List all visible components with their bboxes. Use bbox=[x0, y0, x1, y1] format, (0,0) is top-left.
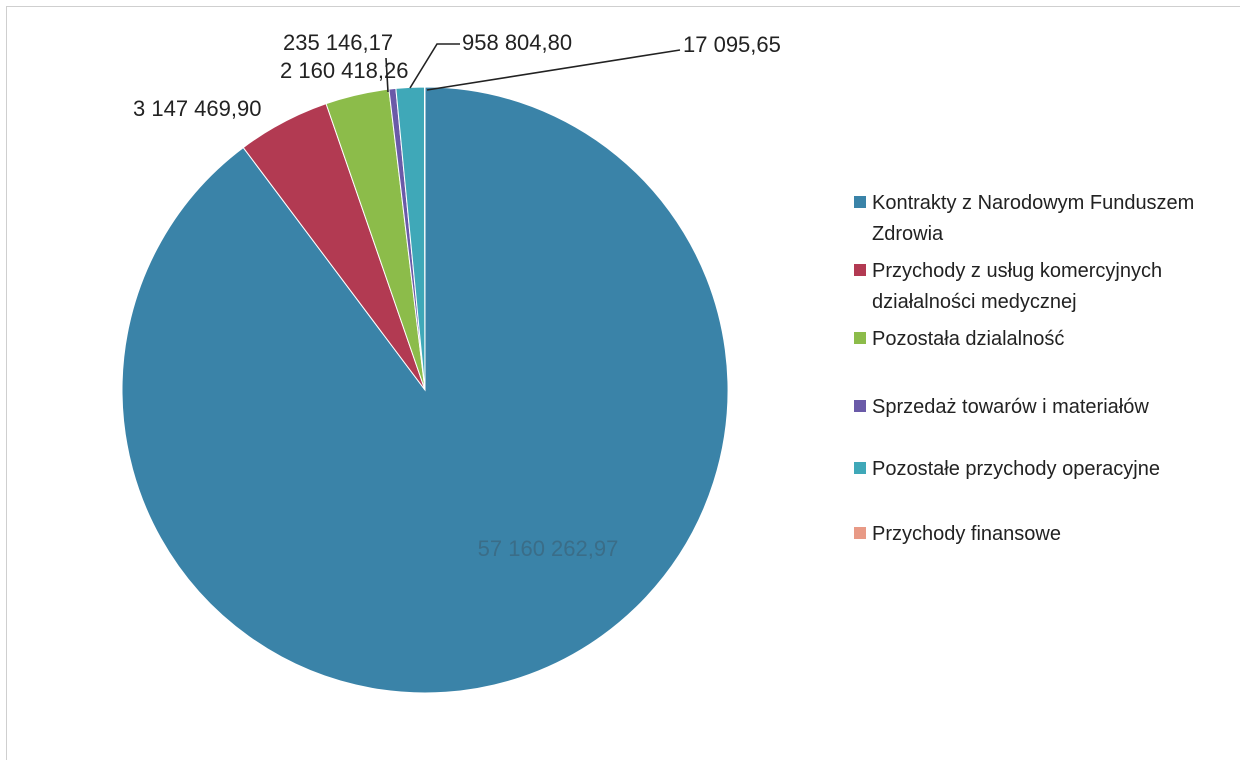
label-financial: 17 095,65 bbox=[683, 32, 781, 57]
legend-label: Pozostałe przychody operacyjne bbox=[872, 458, 1160, 480]
legend-swatch bbox=[854, 462, 866, 474]
legend-item-sales-goods: Sprzedaż towarów i materiałów bbox=[854, 392, 1222, 423]
legend-item-other-operating: Pozostałe przychody operacyjne bbox=[854, 454, 1222, 485]
legend-label: Pozostała dzialalność bbox=[872, 328, 1065, 350]
legend-item-nfz-contracts: Kontrakty z Narodowym Funduszem Zdrowia bbox=[854, 188, 1222, 250]
label-commercial-services: 3 147 469,90 bbox=[133, 96, 261, 121]
leader-line bbox=[426, 49, 681, 91]
slice-financial bbox=[423, 86, 426, 391]
legend-label: Kontrakty z Narodowym Funduszem Zdrowia bbox=[872, 192, 1195, 245]
legend-swatch bbox=[854, 196, 866, 208]
legend-item-financial: Przychody finansowe bbox=[854, 519, 1222, 550]
label-sales-goods: 235 146,17 bbox=[283, 30, 393, 55]
legend-label: Sprzedaż towarów i materiałów bbox=[872, 396, 1149, 418]
label-nfz-contracts: 57 160 262,97 bbox=[478, 536, 619, 561]
legend-swatch bbox=[854, 527, 866, 539]
legend-swatch bbox=[854, 332, 866, 344]
label-other-activity: 2 160 418,26 bbox=[280, 58, 408, 83]
legend-label: Przychody z usług komercyjnych działalno… bbox=[872, 260, 1163, 313]
label-other-operating: 958 804,80 bbox=[462, 30, 572, 55]
legend-label: Przychody finansowe bbox=[872, 523, 1061, 545]
chart-frame bbox=[6, 6, 1240, 760]
leader-line bbox=[409, 43, 460, 89]
legend-item-other-activity: Pozostała dzialalność bbox=[854, 324, 1222, 355]
legend-swatch bbox=[854, 264, 866, 276]
legend-swatch bbox=[854, 400, 866, 412]
legend-item-commercial-services: Przychody z usług komercyjnych działalno… bbox=[854, 256, 1222, 318]
leader-line bbox=[385, 57, 389, 93]
